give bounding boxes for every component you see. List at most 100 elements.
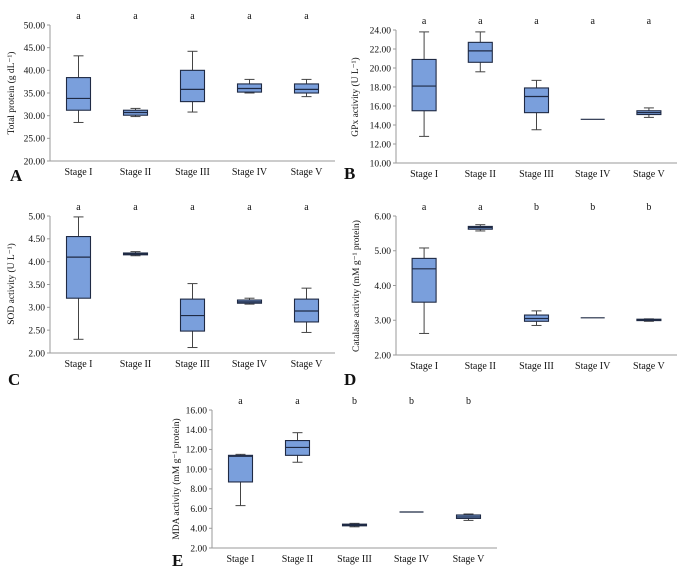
significance-letter: a — [422, 16, 427, 27]
y-tick-label: 3.00 — [374, 317, 391, 327]
category-label: Stage I — [64, 359, 92, 370]
significance-letter: a — [295, 396, 300, 407]
box-plot — [636, 107, 662, 118]
significance-letter: a — [534, 16, 539, 27]
y-tick-label: 3.50 — [28, 281, 45, 291]
significance-letter: a — [190, 202, 195, 213]
category-label: Stage I — [410, 169, 438, 180]
category-label: Stage II — [465, 169, 496, 180]
y-tick-label: 45.00 — [24, 44, 46, 54]
box-plot — [636, 318, 662, 322]
category-label: Stage III — [519, 169, 554, 180]
y-tick-label: 10.00 — [186, 465, 208, 475]
y-tick-label: 2.00 — [374, 351, 391, 361]
y-tick-label: 16.00 — [186, 406, 208, 416]
category-label: Stage V — [633, 169, 666, 180]
box-plot — [122, 251, 149, 257]
box-plot — [523, 79, 550, 131]
y-tick-label: 12.00 — [370, 140, 392, 150]
y-axis-label: SOD activity (U L⁻¹) — [6, 243, 17, 324]
significance-letter: a — [478, 202, 483, 213]
chart-panel-e: 2.00 4.00 6.00 8.00 10.00 12.00 14.00 16.00 MDA … — [171, 396, 497, 570]
panel-letter: E — [172, 551, 183, 570]
box-plot — [293, 78, 320, 98]
category-label: Stage I — [64, 167, 92, 178]
y-tick-label: 3.00 — [28, 304, 45, 314]
box-iqr — [523, 87, 550, 114]
significance-letter: a — [190, 11, 195, 22]
significance-letter: b — [409, 396, 414, 407]
y-tick-label: 2.00 — [28, 349, 45, 359]
y-tick-label: 6.00 — [190, 505, 207, 515]
box-plot — [284, 432, 311, 463]
box-plot — [236, 297, 263, 305]
y-tick-label: 35.00 — [24, 89, 46, 99]
y-tick-label: 4.50 — [28, 235, 45, 245]
box-plot — [179, 283, 206, 349]
y-axis-label: Total protein (g dL⁻¹) — [6, 52, 17, 135]
category-label: Stage III — [519, 361, 554, 372]
box-iqr — [411, 257, 437, 303]
y-tick-label: 8.00 — [190, 485, 207, 495]
y-axis-label: MDA activity (mM g⁻¹ protein) — [171, 418, 182, 539]
significance-letter: a — [247, 202, 252, 213]
box-iqr — [467, 41, 493, 63]
significance-letter: a — [478, 16, 483, 27]
box-iqr — [227, 454, 254, 483]
box-plot — [467, 224, 493, 232]
y-tick-label: 20.00 — [370, 64, 392, 74]
y-tick-label: 40.00 — [24, 67, 46, 77]
category-label: Stage IV — [232, 167, 268, 178]
category-label: Stage II — [120, 167, 151, 178]
significance-letter: a — [304, 202, 309, 213]
category-label: Stage III — [337, 554, 372, 565]
significance-letter: b — [352, 396, 357, 407]
box-iqr — [179, 69, 206, 103]
category-label: Stage II — [282, 554, 313, 565]
y-tick-label: 50.00 — [24, 21, 46, 31]
significance-letter: a — [76, 11, 81, 22]
box-plot — [455, 513, 482, 521]
category-label: Stage II — [120, 359, 151, 370]
box-plot — [411, 31, 437, 137]
box-plot — [65, 216, 92, 340]
category-label: Stage V — [291, 359, 324, 370]
category-label: Stage V — [633, 361, 666, 372]
category-label: Stage I — [410, 361, 438, 372]
box-plot — [341, 522, 368, 528]
panel-letter: A — [10, 166, 23, 185]
y-tick-label: 4.00 — [28, 258, 45, 268]
box-plot — [523, 310, 550, 326]
significance-letter: a — [76, 202, 81, 213]
y-tick-label: 4.00 — [190, 525, 207, 535]
category-label: Stage IV — [575, 169, 611, 180]
chart-panel-a: 20.00 25.00 30.00 35.00 40.00 45.00 50.00 Total… — [6, 11, 335, 185]
y-tick-label: 4.00 — [374, 282, 391, 292]
category-label: Stage V — [453, 554, 486, 565]
y-tick-label: 14.00 — [370, 121, 392, 131]
y-tick-label: 22.00 — [370, 45, 392, 55]
significance-letter: a — [247, 11, 252, 22]
box-plot — [65, 55, 92, 123]
category-label: Stage IV — [575, 361, 611, 372]
significance-letter: a — [133, 202, 138, 213]
significance-letter: a — [647, 16, 652, 27]
y-tick-label: 5.00 — [28, 212, 45, 222]
y-tick-label: 14.00 — [186, 426, 208, 436]
chart-panel-c: 2.00 2.50 3.00 3.50 4.00 4.50 5.00 SOD activity… — [6, 202, 335, 389]
significance-letter: a — [304, 11, 309, 22]
significance-letter: b — [590, 202, 595, 213]
box-plot — [467, 31, 493, 73]
panel-letter: B — [344, 164, 355, 183]
box-plot — [179, 50, 206, 113]
y-tick-label: 5.00 — [374, 247, 391, 257]
category-label: Stage IV — [232, 359, 268, 370]
category-label: Stage III — [175, 167, 210, 178]
y-tick-label: 2.50 — [28, 326, 45, 336]
panel-letter: D — [344, 370, 356, 389]
box-iqr — [411, 58, 437, 112]
category-label: Stage II — [465, 361, 496, 372]
category-label: Stage III — [175, 359, 210, 370]
y-tick-label: 10.00 — [370, 159, 392, 169]
